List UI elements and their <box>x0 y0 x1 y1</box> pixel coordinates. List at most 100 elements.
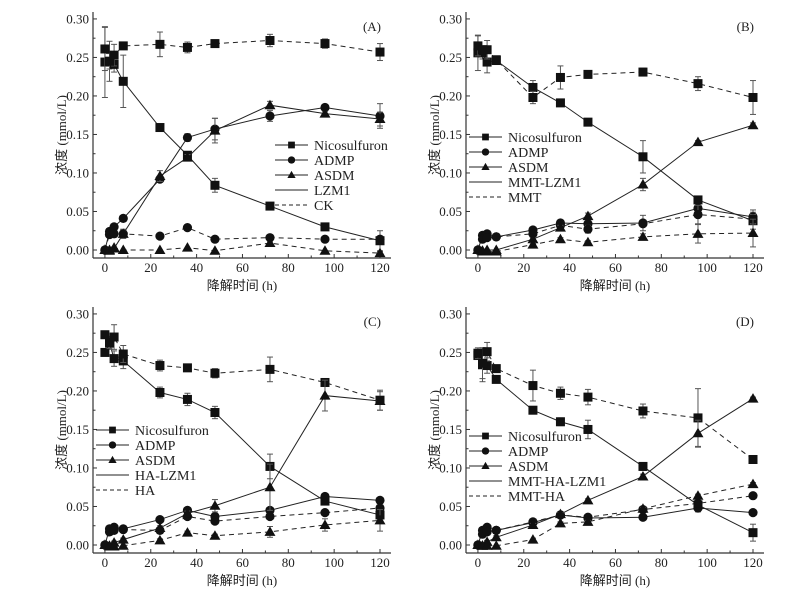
data-point-triangle <box>374 395 386 405</box>
data-point-circle <box>109 222 119 232</box>
data-point-triangle <box>527 519 539 529</box>
data-point-circle <box>265 511 275 522</box>
data-point-triangle <box>490 246 502 256</box>
x-tick-label: 20 <box>517 260 530 275</box>
data-point-square <box>182 394 192 404</box>
legend-label: CK <box>314 199 333 214</box>
x-tick-label: 60 <box>609 555 622 570</box>
data-point-square <box>375 47 385 57</box>
series-line <box>104 39 381 63</box>
data-point-circle <box>375 503 385 513</box>
series-asdm-mmt-ha <box>472 478 759 550</box>
legend-item: HA <box>96 484 156 499</box>
data-point-triangle <box>582 516 594 526</box>
legend-marker-circle <box>481 148 490 156</box>
data-point-square <box>473 41 483 51</box>
legend-label: MMT-HA <box>508 490 566 505</box>
legend-label: ASDM <box>508 161 549 176</box>
data-point-triangle <box>554 508 566 519</box>
data-point-triangle <box>154 534 166 545</box>
data-point-square <box>109 50 119 60</box>
data-point-triangle <box>117 540 129 550</box>
data-point-triangle <box>554 517 566 528</box>
legend-label: ASDM <box>508 460 549 475</box>
data-point-triangle <box>117 534 129 544</box>
series-nicosulfuron-ck <box>100 26 385 82</box>
data-point-triangle <box>374 113 386 124</box>
data-point-square <box>491 364 501 374</box>
data-point-square <box>118 76 128 86</box>
data-point-square <box>748 454 758 464</box>
data-point-triangle <box>490 540 502 550</box>
legend-label: ASDM <box>314 169 355 184</box>
y-tick-label: 0.20 <box>66 383 89 398</box>
series-line <box>477 214 754 251</box>
y-tick-label: 0.05 <box>66 499 89 514</box>
x-tick-label: 0 <box>475 555 482 570</box>
x-tick-label: 20 <box>517 555 530 570</box>
legend-item: Nicosulfuron <box>469 430 582 445</box>
y-tick-label: 0.05 <box>66 204 89 219</box>
data-point-triangle <box>554 222 566 232</box>
y-tick-label: 0.30 <box>66 306 89 321</box>
data-point-square <box>491 55 501 65</box>
data-point-square <box>210 180 220 190</box>
data-point-circle <box>118 213 128 224</box>
panel-label: (D) <box>736 314 754 329</box>
legend-label: Nicosulfuron <box>508 430 582 445</box>
data-point-triangle <box>209 125 221 135</box>
series-admp-mmt-lzm1 <box>473 203 758 255</box>
legend-marker-triangle <box>287 170 296 178</box>
legend-marker-square <box>482 432 489 440</box>
series-line <box>104 519 381 548</box>
data-point-triangle <box>374 247 386 258</box>
y-tick-label: 0.30 <box>66 11 89 26</box>
data-point-triangle <box>374 514 386 525</box>
series-admp-mmt <box>473 204 758 255</box>
legend-item: ADMP <box>275 154 355 169</box>
data-point-triangle <box>209 245 221 255</box>
data-point-circle <box>155 231 165 241</box>
data-point-triangle <box>747 119 759 130</box>
legend-label: Nicosulfuron <box>314 139 388 154</box>
data-point-square <box>528 82 538 92</box>
series-line <box>477 52 754 222</box>
data-point-triangle <box>481 246 493 256</box>
y-tick-label: 0.15 <box>66 422 89 437</box>
data-point-triangle <box>637 470 649 481</box>
x-tick-label: 20 <box>144 555 157 570</box>
series-line <box>104 495 381 546</box>
data-point-square <box>638 461 648 471</box>
data-point-circle <box>320 102 330 113</box>
y-tick-label: 0.25 <box>66 345 89 360</box>
series-admp-ck <box>100 223 385 255</box>
data-point-circle <box>109 525 119 535</box>
data-point-square <box>555 388 565 398</box>
legend-item: HA-LZM1 <box>96 469 196 484</box>
legend-label: HA <box>135 484 156 499</box>
series-line <box>104 242 381 254</box>
y-tick-label: 0.20 <box>66 88 89 103</box>
legend-label: ADMP <box>508 146 549 161</box>
series-nicosulfuron-mmt-ha <box>473 341 758 464</box>
y-tick-label: 0.10 <box>66 165 89 180</box>
x-tick-label: 40 <box>563 260 576 275</box>
data-point-square <box>482 361 492 371</box>
series-line <box>477 45 754 99</box>
data-point-triangle <box>104 245 116 255</box>
data-point-square <box>155 361 165 371</box>
x-tick-label: 60 <box>236 555 249 570</box>
chart-panel-c: 0.00 0.05 0.10 0.15 0.20 0.25 0.30 0 20 40 60 80 100… <box>54 306 391 588</box>
data-point-square <box>478 358 488 368</box>
data-point-triangle <box>319 519 331 529</box>
x-tick-label: 60 <box>236 260 249 275</box>
series-admp-ha-lzm1 <box>100 491 385 550</box>
legend-item: MMT-HA-LZM1 <box>469 475 606 490</box>
x-tick-label: 100 <box>324 260 344 275</box>
data-point-triangle <box>264 237 276 248</box>
y-tick-label: 0.10 <box>66 460 89 475</box>
data-point-circle <box>491 525 501 535</box>
